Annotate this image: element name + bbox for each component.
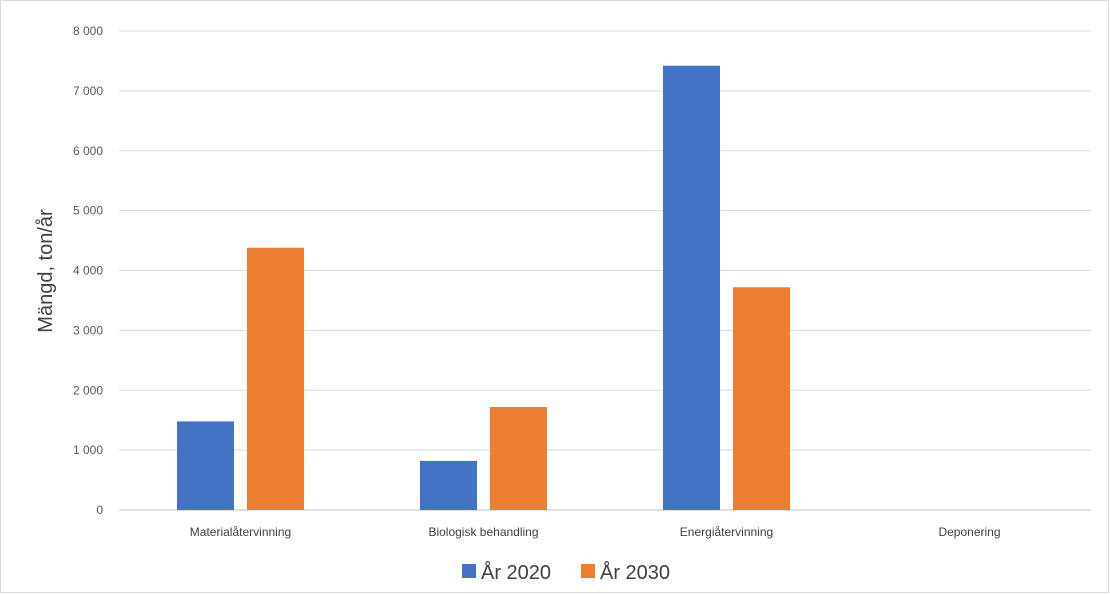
bar (490, 407, 547, 510)
x-category-label: Materialåtervinning (190, 525, 291, 539)
y-tick-label: 8 000 (73, 24, 103, 38)
legend-swatch (462, 564, 476, 578)
y-tick-label: 2 000 (73, 383, 103, 397)
legend-swatch (581, 564, 595, 578)
bar (663, 65, 720, 510)
bar (420, 460, 477, 510)
y-tick-label: 1 000 (73, 443, 103, 457)
y-tick-label: 4 000 (73, 264, 103, 278)
y-tick-label: 0 (96, 503, 103, 517)
legend-label: År 2020 (481, 561, 551, 584)
x-category-label: Biologisk behandling (428, 525, 538, 539)
bar (247, 247, 304, 510)
y-tick-label: 7 000 (73, 84, 103, 98)
bar (733, 287, 790, 510)
legend: År 2020 År 2030 (462, 561, 670, 584)
legend-label: År 2030 (600, 561, 670, 584)
x-category-label: Energiåtervinning (680, 525, 773, 539)
x-category-label: Deponering (938, 525, 1000, 539)
bars (177, 65, 790, 510)
y-tick-labels: 0 1 000 2 000 3 000 4 000 5 000 6 000 7 000 8 00… (73, 24, 103, 517)
y-tick-label: 6 000 (73, 144, 103, 158)
y-tick-label: 3 000 (73, 323, 103, 337)
bar (177, 421, 234, 510)
x-category-labels: Materialåtervinning Biologisk behandling E… (190, 525, 1001, 539)
y-tick-label: 5 000 (73, 204, 103, 218)
y-axis-title: Mängd, ton/år (35, 209, 57, 333)
